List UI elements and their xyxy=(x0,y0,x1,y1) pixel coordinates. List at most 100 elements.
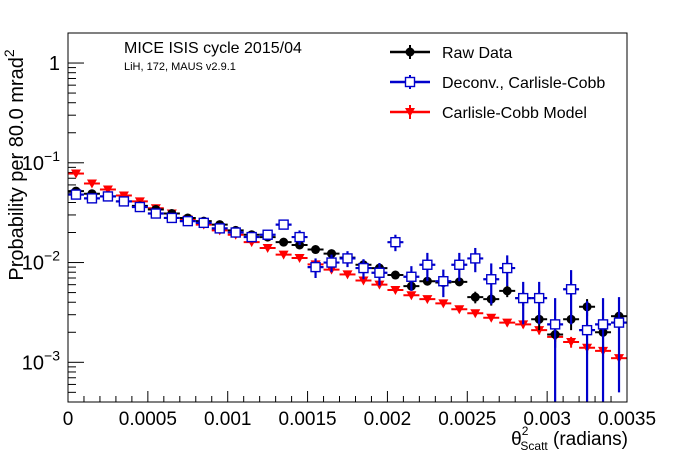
data-point xyxy=(230,227,241,238)
x-tick-label: 0.0035 xyxy=(598,409,656,430)
data-point xyxy=(470,309,481,319)
legend-item-1: Deconv., Carlisle-Cobb xyxy=(390,75,605,92)
x-tick-label: 0.0005 xyxy=(119,409,177,430)
data-point xyxy=(86,193,98,204)
data-point xyxy=(454,259,465,270)
data-point xyxy=(534,326,545,336)
chart-subtitle: LiH, 172, MAUS v2.9.1 xyxy=(124,61,236,73)
x-axis-label-theta: θ xyxy=(511,429,522,450)
data-point xyxy=(278,219,289,230)
y-tick-label: 10−3 xyxy=(22,347,60,374)
data-point xyxy=(70,169,81,179)
data-point xyxy=(486,313,497,323)
data-point xyxy=(118,191,129,201)
data-point xyxy=(405,47,415,57)
data-point xyxy=(470,253,481,264)
data-point xyxy=(326,257,337,268)
data-point xyxy=(422,259,433,270)
data-point xyxy=(565,284,577,295)
data-point xyxy=(454,305,465,315)
series-1 xyxy=(68,189,627,402)
data-point xyxy=(118,196,130,207)
legend-item-0: Raw Data xyxy=(390,45,512,62)
data-point xyxy=(566,337,577,347)
legend: Raw Data Deconv., Carlisle-Cobb Carlisle-C… xyxy=(390,45,605,122)
data-point xyxy=(486,274,497,285)
data-point xyxy=(198,217,209,229)
data-point xyxy=(581,324,593,336)
data-point xyxy=(358,276,369,286)
legend-item-2: Carlisle-Cobb Model xyxy=(390,105,587,122)
legend-label: Carlisle-Cobb Model xyxy=(442,105,587,122)
data-point xyxy=(502,286,512,296)
data-point xyxy=(438,299,449,309)
data-point xyxy=(406,271,417,282)
data-point xyxy=(311,245,321,255)
legend-label: Raw Data xyxy=(442,45,512,62)
data-point xyxy=(533,292,545,304)
title-block: MICE ISIS cycle 2015/04 LiH, 172, MAUS v… xyxy=(124,40,302,73)
y-axis-label-sup: 2 xyxy=(1,49,17,57)
data-point xyxy=(150,208,162,219)
data-point xyxy=(454,277,464,287)
data-point xyxy=(374,267,385,278)
x-axis-label-units: (radians) xyxy=(548,429,628,450)
data-point xyxy=(294,254,305,264)
data-point xyxy=(278,250,289,260)
data-point xyxy=(502,262,513,274)
data-point xyxy=(246,231,257,243)
data-point xyxy=(166,212,178,224)
y-tick-label: 1 xyxy=(49,53,60,75)
data-point xyxy=(404,76,416,88)
x-tick-label: 0.001 xyxy=(204,409,252,430)
x-tick-label: 0.002 xyxy=(364,409,412,430)
data-point xyxy=(518,320,529,330)
y-tick-label: 10−1 xyxy=(22,148,60,175)
x-tick-label: 0.003 xyxy=(523,409,571,430)
x-axis-title: θ2 Scatt (radians) xyxy=(511,424,628,453)
data-point xyxy=(390,270,400,280)
data-layer xyxy=(68,169,627,402)
data-point xyxy=(342,270,353,280)
data-point xyxy=(470,292,480,302)
chart-title: MICE ISIS cycle 2015/04 xyxy=(124,40,302,57)
legend-label: Deconv., Carlisle-Cobb xyxy=(442,75,605,92)
y-axis-label: Probability per 80.0 mrad xyxy=(6,57,28,280)
data-point xyxy=(102,191,114,202)
data-point xyxy=(102,185,113,195)
svg-text:Probability per 80.0 mrad2: Probability per 80.0 mrad2 xyxy=(1,49,28,280)
plot-frame xyxy=(67,32,628,403)
data-point xyxy=(405,108,415,117)
data-point xyxy=(502,318,513,328)
data-point xyxy=(406,291,417,301)
data-point xyxy=(294,231,305,243)
data-point xyxy=(262,243,273,253)
data-point xyxy=(327,249,337,259)
data-point xyxy=(262,229,273,240)
data-point xyxy=(438,276,449,287)
data-point xyxy=(214,223,225,234)
data-point xyxy=(358,262,369,274)
x-tick-label: 0.0025 xyxy=(438,409,496,430)
y-axis-title: Probability per 80.0 mrad2 xyxy=(1,49,28,280)
data-point xyxy=(390,236,401,248)
x-axis-label-sub: Scatt xyxy=(520,439,548,453)
data-point xyxy=(182,215,193,227)
data-point xyxy=(597,319,609,330)
data-point xyxy=(422,295,433,305)
data-point xyxy=(613,317,625,328)
data-point xyxy=(310,261,321,273)
data-point xyxy=(70,189,82,200)
x-tick-label: 0.0015 xyxy=(279,409,337,430)
data-point xyxy=(390,286,401,296)
x-tick-label: 0 xyxy=(63,409,74,430)
data-point xyxy=(86,179,97,189)
x-axis-label-sup: 2 xyxy=(522,424,529,438)
data-point xyxy=(549,319,561,330)
data-point xyxy=(279,237,289,247)
data-point xyxy=(517,292,529,304)
data-point xyxy=(134,201,146,213)
axes: 0 0.0005 0.001 0.0015 0.002 0.0025 0.003 0.0035… xyxy=(22,32,656,430)
